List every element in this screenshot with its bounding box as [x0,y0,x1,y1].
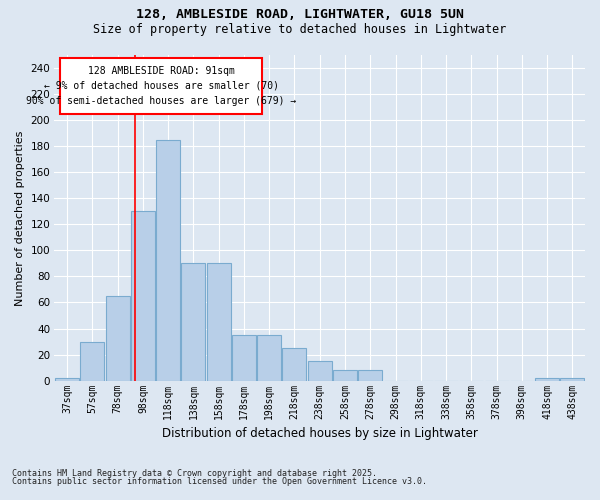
Text: Size of property relative to detached houses in Lightwater: Size of property relative to detached ho… [94,22,506,36]
Bar [80,342,104,380]
Bar [131,212,155,380]
Bar [560,378,584,380]
Bar [333,370,357,380]
Bar [181,264,205,380]
Text: 128, AMBLESIDE ROAD, LIGHTWATER, GU18 5UN: 128, AMBLESIDE ROAD, LIGHTWATER, GU18 5U… [136,8,464,20]
Bar [206,264,230,380]
Y-axis label: Number of detached properties: Number of detached properties [15,130,25,306]
Bar [106,296,130,380]
Bar [232,335,256,380]
Bar [358,370,382,380]
Bar [55,378,79,380]
Bar [535,378,559,380]
Bar [156,140,180,380]
X-axis label: Distribution of detached houses by size in Lightwater: Distribution of detached houses by size … [162,427,478,440]
Bar [283,348,307,380]
Text: Contains HM Land Registry data © Crown copyright and database right 2025.: Contains HM Land Registry data © Crown c… [12,468,377,477]
Bar [257,335,281,380]
Text: Contains public sector information licensed under the Open Government Licence v3: Contains public sector information licen… [12,477,427,486]
Bar [308,361,332,380]
Text: 128 AMBLESIDE ROAD: 91sqm
← 9% of detached houses are smaller (70)
90% of semi-d: 128 AMBLESIDE ROAD: 91sqm ← 9% of detach… [26,66,296,106]
